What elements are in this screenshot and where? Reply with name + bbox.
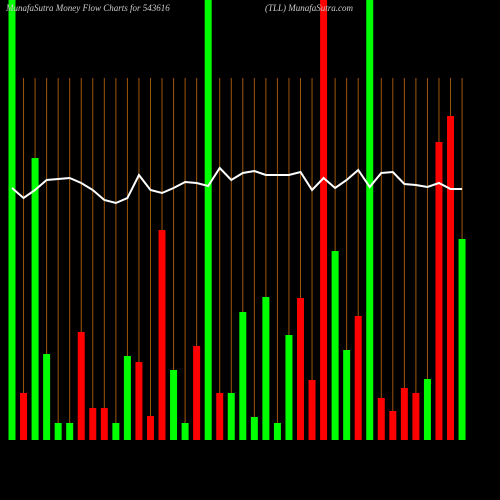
bar — [285, 335, 293, 440]
bar — [366, 0, 374, 440]
lines — [11, 166, 463, 205]
bar — [193, 346, 201, 440]
bars — [8, 0, 466, 440]
bar — [273, 423, 281, 440]
bar — [331, 251, 339, 440]
chart-title: MunafaSutra Money Flow Charts for 543616 — [5, 3, 170, 13]
bar — [89, 408, 97, 440]
bar — [20, 393, 28, 440]
bar — [135, 362, 143, 440]
bar — [170, 370, 178, 440]
bar — [308, 380, 316, 440]
bar — [66, 423, 74, 440]
bar — [423, 379, 431, 440]
bar — [146, 416, 154, 440]
bar — [354, 316, 362, 440]
bar — [250, 417, 258, 440]
bar — [412, 393, 420, 440]
bar — [8, 0, 16, 440]
bar — [112, 423, 120, 440]
money-flow-line — [11, 166, 463, 205]
bar — [435, 142, 443, 440]
bar — [262, 297, 270, 440]
bar — [400, 388, 408, 440]
bar — [216, 393, 224, 440]
bar — [458, 239, 466, 440]
bar — [389, 411, 397, 440]
bar — [204, 0, 212, 440]
bar — [43, 354, 51, 440]
bar — [31, 158, 39, 440]
bar — [239, 312, 247, 440]
bar — [343, 350, 351, 440]
bar — [377, 398, 385, 440]
bar — [227, 393, 235, 440]
bar — [320, 0, 328, 440]
bar — [54, 423, 62, 440]
bar — [123, 356, 131, 440]
bar — [181, 423, 189, 440]
bar — [158, 230, 166, 440]
bar — [100, 408, 108, 440]
bar — [297, 298, 304, 440]
bar — [77, 332, 85, 440]
chart-subtitle: (TLL) MunafaSutra.com — [265, 3, 354, 13]
bar — [447, 116, 455, 440]
